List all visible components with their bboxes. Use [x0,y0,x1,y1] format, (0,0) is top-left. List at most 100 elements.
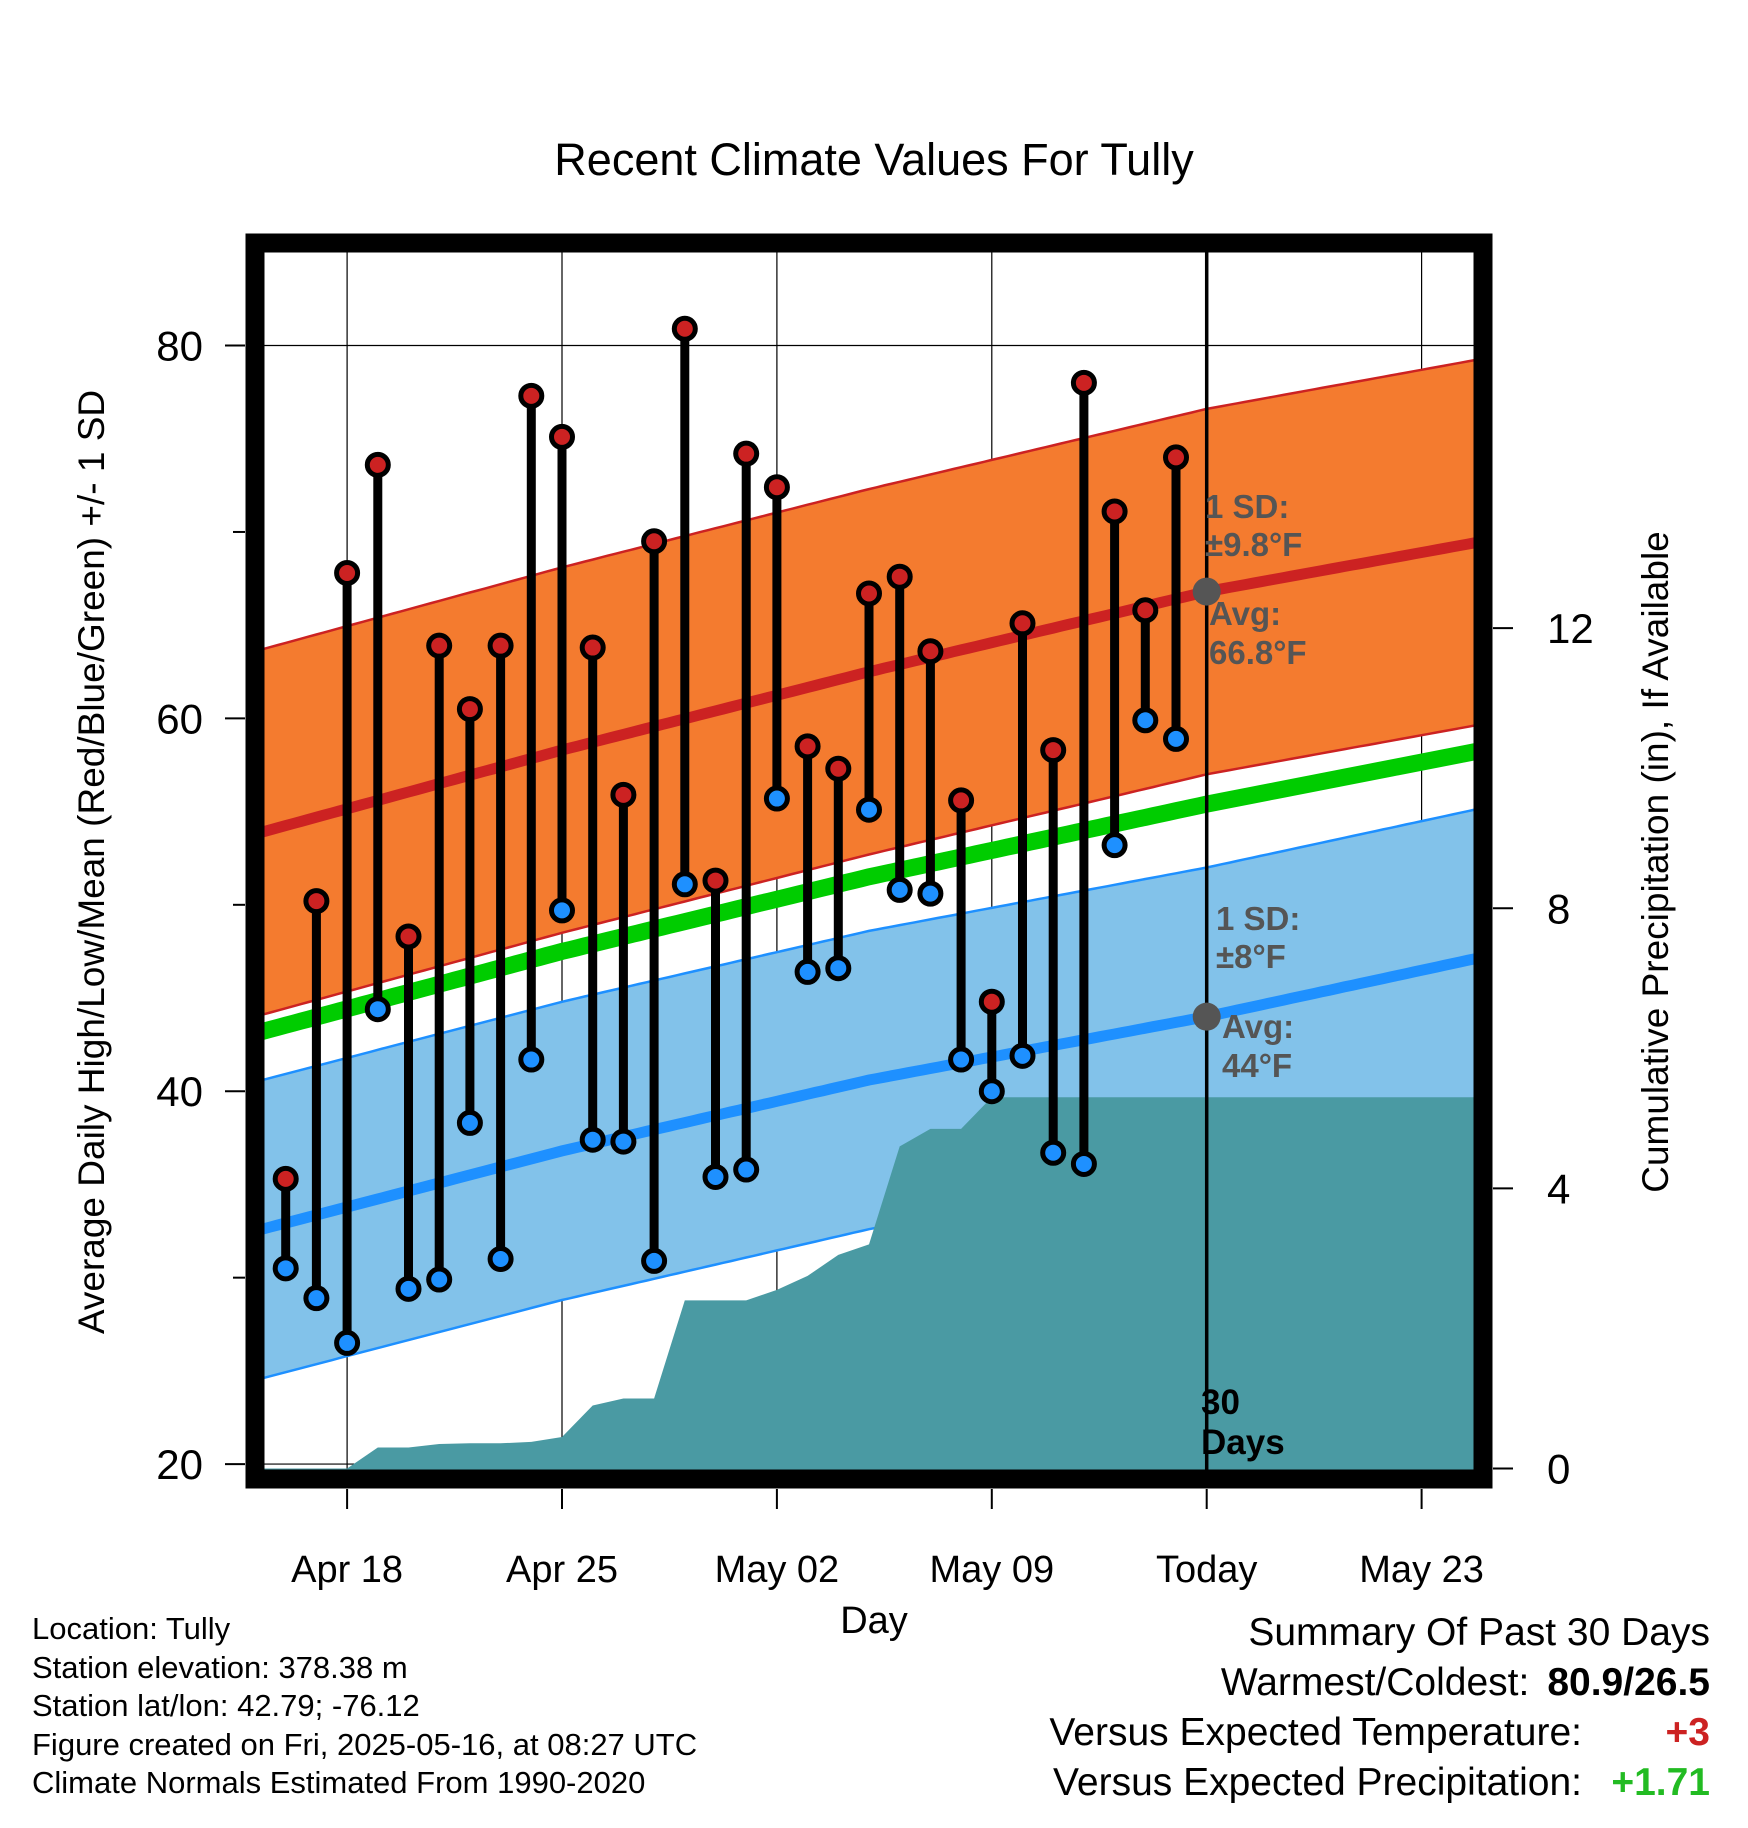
daily-low-point [763,785,790,812]
summary-panel: Summary Of Past 30 Days Warmest/Coldest:… [1049,1608,1710,1808]
daily-high-point [334,559,361,586]
y-tick-label: 60 [156,695,203,742]
daily-high-point [364,451,391,478]
x-tick-label: Today [1156,1549,1257,1591]
temp-label: Versus Expected Temperature: [1049,1711,1582,1754]
daily-high-point [641,528,668,555]
daily-low-point [856,796,882,823]
location-text: Location: Tully [32,1611,231,1646]
daily-high-point [794,733,821,760]
daily-high-point [1132,597,1159,624]
x-tick-label: May 23 [1359,1549,1484,1591]
today-high-avg-marker [1192,577,1221,606]
daily-high-point [303,888,330,915]
annotation-high-avg-value: 66.8°F [1209,634,1307,671]
latlon-text: Station lat/lon: 42.79; -76.12 [32,1688,420,1723]
daily-low-point [395,1275,422,1302]
annotation-low-avg-label: Avg: [1222,1008,1294,1045]
x-tick-label: May 02 [715,1549,840,1591]
days-label-number: 30 [1201,1383,1240,1422]
daily-high-point [671,315,698,342]
daily-low-point [518,1046,545,1073]
daily-low-point [702,1163,729,1190]
normal-low-line [255,951,1483,1237]
daily-high-point [702,867,729,894]
plot-frame [245,233,1493,1489]
daily-high-point [1009,610,1036,637]
daily-high-point [579,634,606,661]
warmest-label: Warmest/Coldest: [1220,1661,1530,1704]
daily-low-point [671,871,698,898]
daily-low-point [487,1246,514,1273]
daily-low-point [886,876,913,903]
x-axis-label: Day [840,1600,908,1642]
elevation-text: Station elevation: 378.38 m [32,1649,408,1685]
daily-high-point [395,923,422,950]
low-band-upper-edge [255,806,1483,1084]
daily-low-point [364,996,391,1023]
daily-low-point [825,955,852,982]
annotation-low-sd-value: ±8°F [1216,938,1286,975]
daily-high-point [1163,444,1189,471]
low-sd-band [255,807,1483,1381]
daily-high-point [825,755,852,782]
daily-low-point [794,958,821,985]
plot-inner [255,243,1483,1479]
y-tick-label: 40 [156,1068,203,1115]
daily-low-point [917,880,944,907]
daily-high-point [948,787,975,814]
daily-low-point [549,897,575,924]
daily-low-point [948,1046,975,1073]
high-band-lower-edge [255,722,1483,1018]
cumulative-precip-area [255,1097,1483,1479]
daily-low-point [579,1126,606,1153]
daily-high-point [978,988,1005,1015]
annotation-high-avg-label: Avg: [1209,595,1281,632]
daily-high-point [1101,498,1128,525]
daily-low-point [1101,832,1128,859]
daily-low-point [1070,1150,1097,1177]
daily-high-point [733,440,760,467]
normal-mean-line [255,741,1483,1042]
daily-low-point [272,1255,299,1282]
summary-title: Summary Of Past 30 Days [1248,1611,1710,1654]
y2-tick-label: 12 [1547,605,1594,652]
daily-low-point [1132,707,1159,734]
daily-low-point [334,1329,361,1356]
daily-high-point [610,781,637,808]
annotation-low-avg-value: 44°F [1222,1047,1292,1084]
normals-text: Climate Normals Estimated From 1990-2020 [32,1765,646,1800]
daily-low-point [303,1285,330,1312]
temp-value: +3 [1665,1711,1710,1754]
daily-high-point [886,563,913,590]
daily-high-point [1070,369,1097,396]
daily-low-point [733,1156,760,1183]
y2-axis-label: Cumulative Precipitation (in), If Availa… [1635,531,1676,1193]
temp-row: Versus Expected Temperature: +3 [1049,1708,1710,1758]
daily-high-point [917,638,944,665]
warmest-value: 80.9/26.5 [1547,1661,1710,1704]
daily-low-point [1040,1139,1067,1166]
precip-row: Versus Expected Precipitation: +1.71 [1049,1758,1710,1808]
daily-low-point [1163,725,1189,752]
y-tick-label: 20 [156,1441,203,1488]
y-tick-label: 80 [156,323,203,370]
x-tick-label: Apr 18 [291,1549,403,1591]
y2-tick-label: 0 [1547,1445,1570,1492]
warmest-row: Warmest/Coldest: 80.9/26.5 [1049,1658,1710,1708]
x-tick-label: May 09 [929,1549,1054,1591]
daily-low-point [610,1128,637,1155]
y-axis-label: Average Daily High/Low/Mean (Red/Blue/Gr… [71,390,112,1334]
daily-high-point [456,696,483,723]
created-text: Figure created on Fri, 2025-05-16, at 08… [32,1726,698,1762]
annotation-high-sd-value: ±9.8°F [1205,526,1302,563]
daily-low-point [978,1078,1005,1105]
annotation-low-sd-label: 1 SD: [1216,900,1300,937]
daily-high-point [487,632,514,659]
daily-high-point [272,1165,299,1192]
x-tick-label: Apr 25 [506,1549,618,1591]
chart-title: Recent Climate Values For Tully [554,134,1194,185]
precip-value: +1.71 [1611,1761,1710,1804]
